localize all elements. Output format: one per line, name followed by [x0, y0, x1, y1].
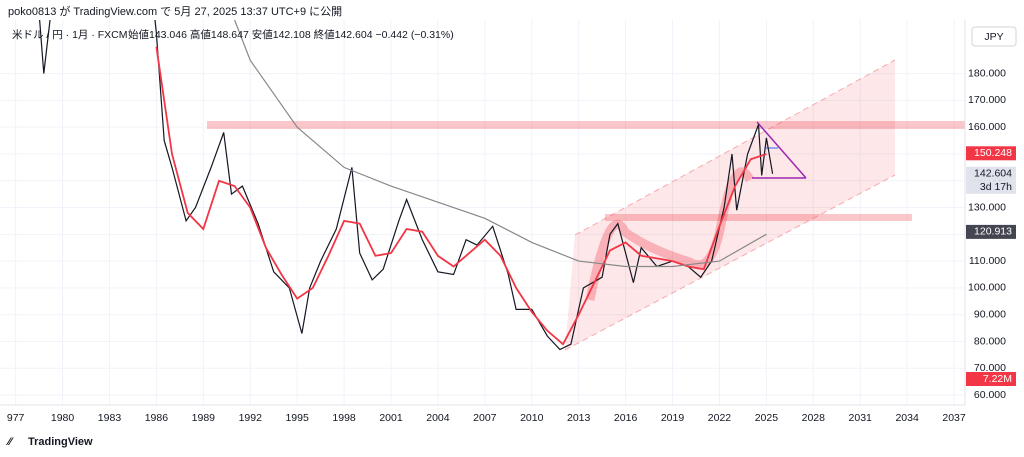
y-tick-label: 180.000: [968, 67, 1006, 79]
ohlc: 始値143.046 高値148.647 安値142.108 終値142.604 …: [128, 28, 454, 41]
drawings: [207, 59, 965, 351]
brand: TradingView: [28, 436, 93, 448]
highlight: [585, 167, 755, 301]
publisher: poko0813 が TradingView.com で 5月 27, 2025…: [8, 4, 342, 18]
x-tick-label: 1980: [51, 412, 75, 424]
channel: [565, 60, 895, 350]
x-tick-label: 2037: [942, 412, 966, 424]
x-tick-label: 2007: [473, 412, 497, 424]
volume-label-box: [966, 372, 1016, 386]
resistance-band: [207, 121, 965, 129]
y-tick-label: 170.000: [968, 94, 1006, 106]
x-tick-label: 2025: [755, 412, 779, 424]
x-tick-label: 2022: [708, 412, 732, 424]
x-tick-label: 2001: [379, 412, 403, 424]
x-tick-label: 1986: [145, 412, 169, 424]
countdown-box: [966, 180, 1016, 194]
y-tick-label: 130.000: [968, 201, 1006, 213]
y-tick-label: 60.000: [974, 389, 1006, 401]
x-tick-label: 1983: [98, 412, 122, 424]
x-tick-label: 2010: [520, 412, 544, 424]
price-label: 142.604: [974, 168, 1012, 180]
x-tick-label: 1992: [239, 412, 263, 424]
currency[interactable]: JPY: [984, 31, 1003, 43]
y-tick-label: 100.000: [968, 282, 1006, 294]
x-tick-label: 2004: [426, 412, 450, 424]
x-tick-label: 2031: [849, 412, 873, 424]
channel-bottom: [564, 174, 896, 351]
series-line: [39, 20, 774, 351]
price-label-box: [966, 146, 1016, 161]
x-tick-label: 1995: [285, 412, 309, 424]
price-label: 150.248: [974, 147, 1012, 159]
series-layer: [39, 20, 774, 351]
x-tick-label: 2016: [614, 412, 638, 424]
symbol: 米ドル / 円 · 1月 · FXCM: [12, 28, 128, 41]
countdown: 3d 17h: [980, 181, 1012, 193]
channel-top: [574, 59, 896, 236]
volume-label: 7.22M: [983, 373, 1012, 385]
y-tick-label: 70.000: [974, 362, 1006, 374]
price-label-box: [966, 166, 1016, 181]
y-tick-label: 90.000: [974, 308, 1006, 320]
brand-logo: ⁄⁄: [5, 436, 14, 448]
x-tick-label: 2019: [661, 412, 685, 424]
support-band: [605, 214, 912, 221]
x-tick-label: 1998: [332, 412, 356, 424]
price-label-box: [966, 224, 1016, 239]
y-tick-label: 80.000: [974, 335, 1006, 347]
currency-box[interactable]: [971, 26, 1017, 47]
x-tick-label: 2013: [567, 412, 591, 424]
x-tick-label: 2028: [802, 412, 826, 424]
x-tick-label: 977: [7, 412, 25, 424]
x-tick-label: 2034: [895, 412, 919, 424]
x-tick-label: 1989: [192, 412, 216, 424]
y-tick-label: 110.000: [969, 255, 1006, 267]
price-label: 120.913: [974, 226, 1012, 238]
triangle: [756, 121, 807, 179]
series-line: [234, 20, 767, 268]
series-line: [155, 46, 767, 346]
y-tick-label: 160.000: [968, 121, 1006, 133]
